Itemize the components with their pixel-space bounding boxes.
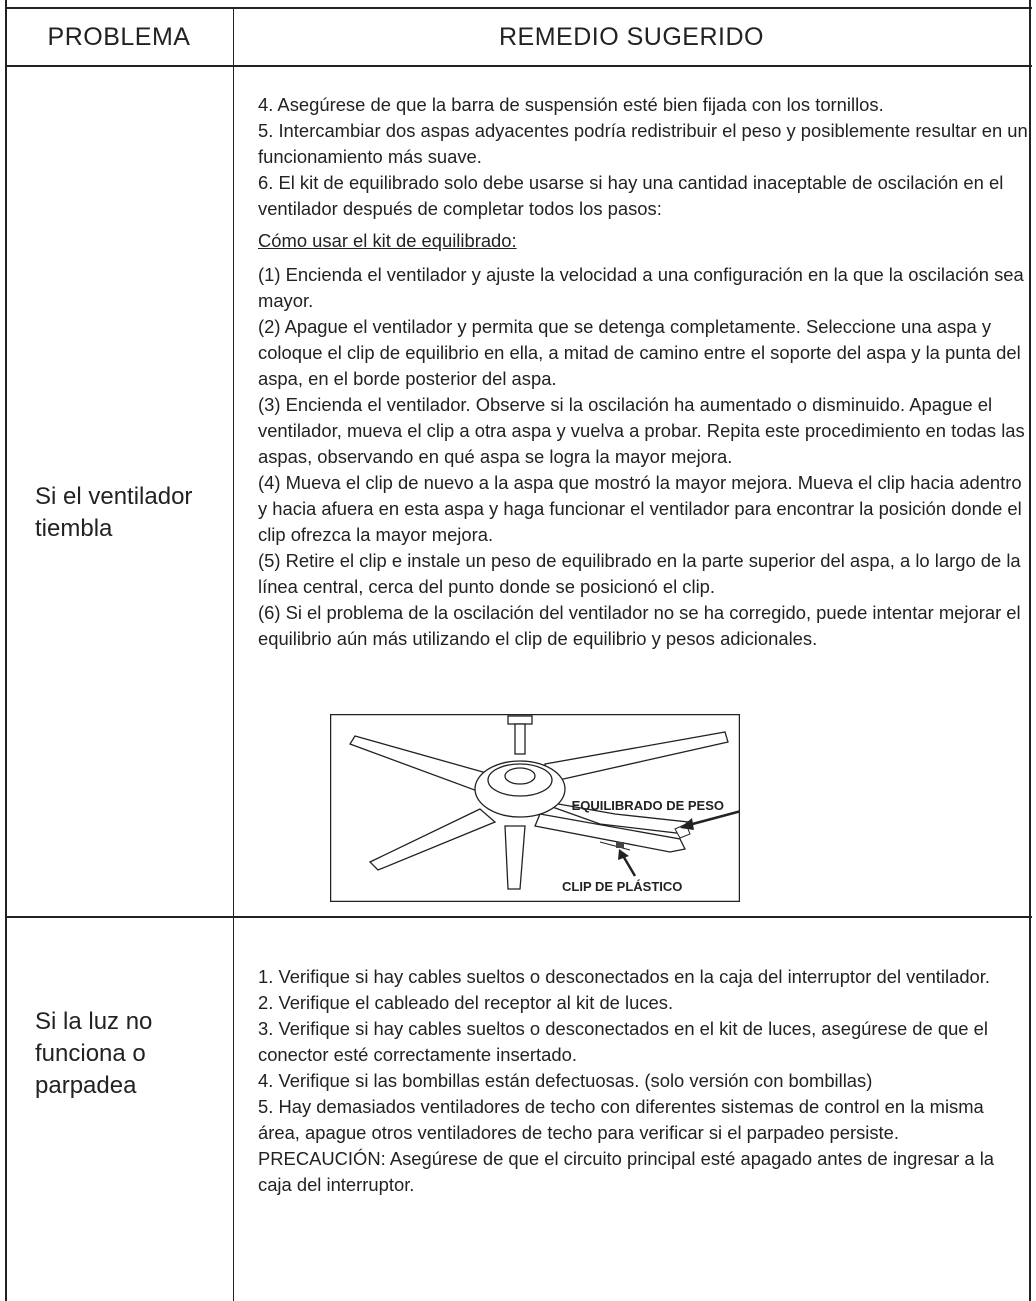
remedy-item: 3. Verifique si hay cables sueltos o des… — [258, 1018, 988, 1065]
step-item: (2) Apague el ventilador y permita que s… — [258, 316, 1021, 389]
remedy-item: 4. Asegúrese de que la barra de suspensi… — [258, 94, 884, 115]
remedy-item: PRECAUCIÓN: Asegúrese de que el circuito… — [258, 1148, 995, 1195]
problem-cell: Si la luz no funciona o parpadea — [35, 1008, 153, 1099]
step-item: (3) Encienda el ventilador. Observe si l… — [258, 394, 1025, 467]
remedy-item: 4. Verifique si las bombillas están defe… — [258, 1070, 873, 1091]
figure: EQUILIBRADO DE PESO CLIP DE PLÁSTICO — [329, 713, 761, 903]
figure-label: CLIP DE PLÁSTICO — [562, 879, 682, 894]
remedy-item: 1. Verifique si hay cables sueltos o des… — [258, 966, 990, 987]
border — [5, 65, 1032, 67]
remedy-item: 2. Verifique el cableado del receptor al… — [258, 992, 674, 1013]
remedy-item: 5. Intercambiar dos aspas adyacentes pod… — [258, 120, 1028, 167]
header-cell: REMEDIO SUGERIDO — [499, 22, 764, 51]
header-cell: PROBLEMA — [47, 22, 191, 51]
remedy-cell: 4. Asegúrese de que la barra de suspensi… — [258, 92, 1030, 652]
step-item: (6) Si el problema de la oscilación del … — [258, 602, 1021, 649]
step-item: (1) Encienda el ventilador y ajuste la v… — [258, 264, 1024, 311]
step-item: (5) Retire el clip e instale un peso de … — [258, 550, 1021, 597]
step-item: (4) Mueva el clip de nuevo a la aspa que… — [258, 472, 1022, 545]
subheading: Cómo usar el kit de equilibrado: — [258, 230, 517, 251]
border — [5, 916, 1032, 918]
remedy-item: 5. Hay demasiados ventiladores de techo … — [258, 1096, 984, 1143]
border — [5, 7, 1032, 9]
remedy-item: 6. El kit de equilibrado solo debe usars… — [258, 172, 1004, 219]
border — [5, 0, 7, 1301]
figure-label: EQUILIBRADO DE PESO — [572, 798, 724, 813]
border — [1029, 0, 1031, 1301]
problem-cell: Si el ventilador tiembla — [35, 483, 193, 542]
border — [233, 7, 234, 1301]
remedy-cell: 1. Verifique si hay cables sueltos o des… — [258, 964, 1030, 1198]
fan-illustration: EQUILIBRADO DE PESO CLIP DE PLÁSTICO — [329, 713, 761, 903]
